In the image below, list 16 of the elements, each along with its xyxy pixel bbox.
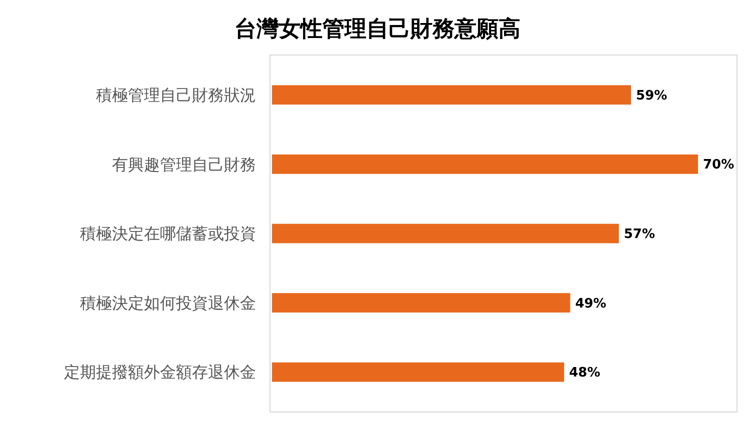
- bar: [272, 224, 619, 244]
- bar: [272, 362, 564, 382]
- y-tick-label: 積極決定在哪儲蓄或投資: [80, 224, 256, 244]
- data-label: 59%: [636, 88, 668, 104]
- bar: [272, 85, 632, 105]
- data-label: 49%: [575, 296, 606, 312]
- data-label: 48%: [569, 366, 600, 381]
- data-label: 57%: [624, 227, 656, 242]
- bar: [272, 154, 698, 174]
- y-tick-label: 定期提撥額外金額存退休金: [64, 362, 256, 382]
- bar: [272, 293, 570, 313]
- y-tick-label: 有興趣管理自己財務: [112, 154, 256, 174]
- y-tick-label: 積極管理自己財務狀況: [96, 85, 256, 104]
- chart-title: 台灣女性管理自己財務意願高: [234, 16, 520, 42]
- y-tick-label: 積極決定如何投資退休金: [80, 293, 256, 312]
- data-label: 70%: [703, 158, 734, 173]
